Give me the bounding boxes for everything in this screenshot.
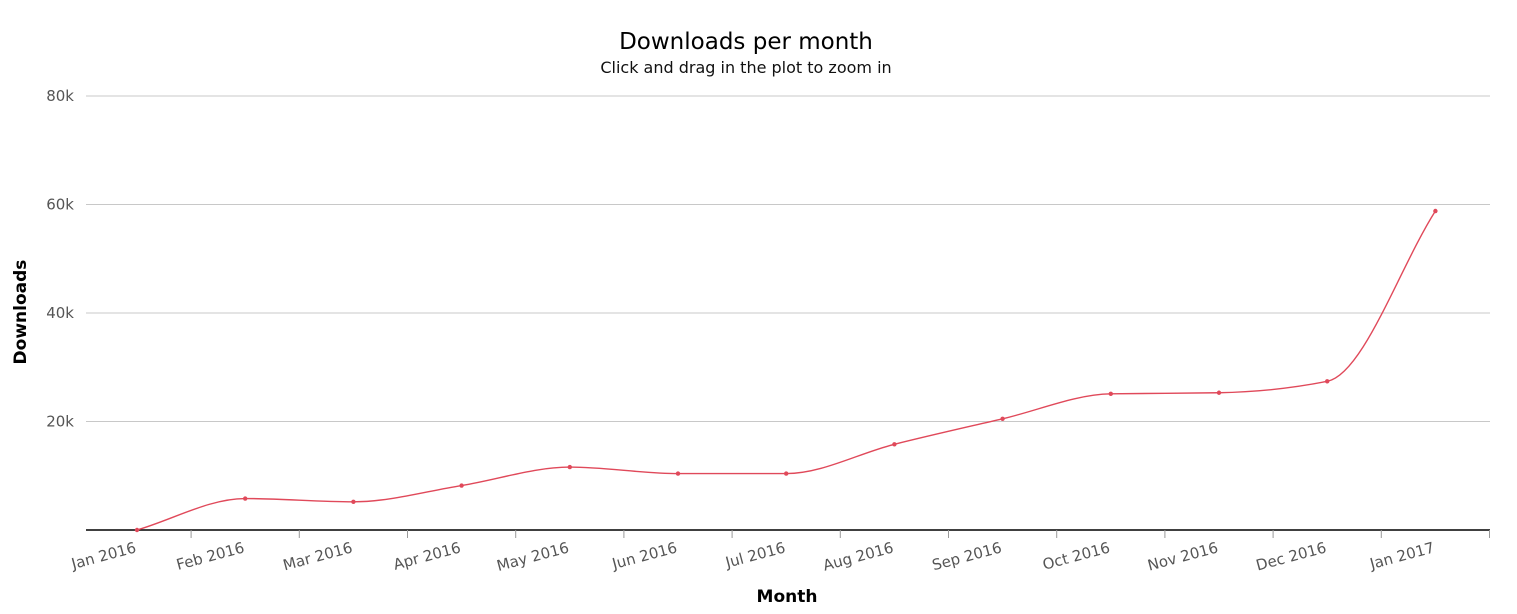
gridlines [86, 95, 1490, 422]
data-point[interactable] [1325, 379, 1330, 384]
x-tick-label: Mar 2016 [281, 538, 354, 574]
data-points [134, 208, 1438, 533]
series-layer [136, 210, 1436, 531]
x-tick-label: Nov 2016 [1146, 538, 1220, 574]
x-tick-label: Apr 2016 [391, 538, 462, 573]
series-line [136, 210, 1436, 531]
data-point[interactable] [675, 471, 681, 476]
y-tick-label: 80k [46, 87, 74, 105]
x-tick-label: May 2016 [495, 538, 571, 575]
x-axis-title: Month [757, 587, 818, 607]
data-point[interactable] [351, 499, 356, 504]
y-tick-label: 20k [46, 413, 74, 431]
data-point[interactable] [134, 527, 140, 533]
x-axis-ticks: Jan 2016 Feb 2016 Mar 2016 Apr 2016 May 2016… [69, 530, 1490, 575]
x-tick-label: Jan 2016 [69, 538, 138, 573]
x-tick-label: Oct 2016 [1041, 538, 1112, 573]
x-tick-label: Sep 2016 [930, 538, 1003, 574]
data-point[interactable] [1216, 390, 1222, 395]
chart-title: Downloads per month [619, 29, 873, 55]
x-tick-label: Jun 2016 [609, 538, 679, 573]
x-tick-label: Aug 2016 [821, 538, 895, 574]
data-point[interactable] [459, 483, 464, 488]
data-point[interactable] [1000, 416, 1005, 421]
x-tick-label: Jan 2017 [1367, 538, 1436, 573]
y-axis-ticks: 20k 40k 60k 80k [46, 87, 74, 431]
chart-subtitle: Click and drag in the plot to zoom in [600, 58, 891, 77]
data-point[interactable] [1433, 208, 1438, 214]
x-tick-label: Dec 2016 [1254, 538, 1328, 574]
x-tick-label: Jul 2016 [723, 538, 788, 571]
data-point[interactable] [892, 442, 897, 447]
y-tick-label: 60k [46, 196, 74, 214]
data-point[interactable] [784, 471, 789, 476]
x-tick-label: Feb 2016 [174, 538, 246, 573]
y-axis-title: Downloads [11, 260, 31, 365]
data-point[interactable] [1108, 391, 1114, 397]
data-point[interactable] [567, 464, 572, 470]
data-point[interactable] [243, 496, 248, 501]
y-tick-label: 40k [46, 304, 74, 322]
